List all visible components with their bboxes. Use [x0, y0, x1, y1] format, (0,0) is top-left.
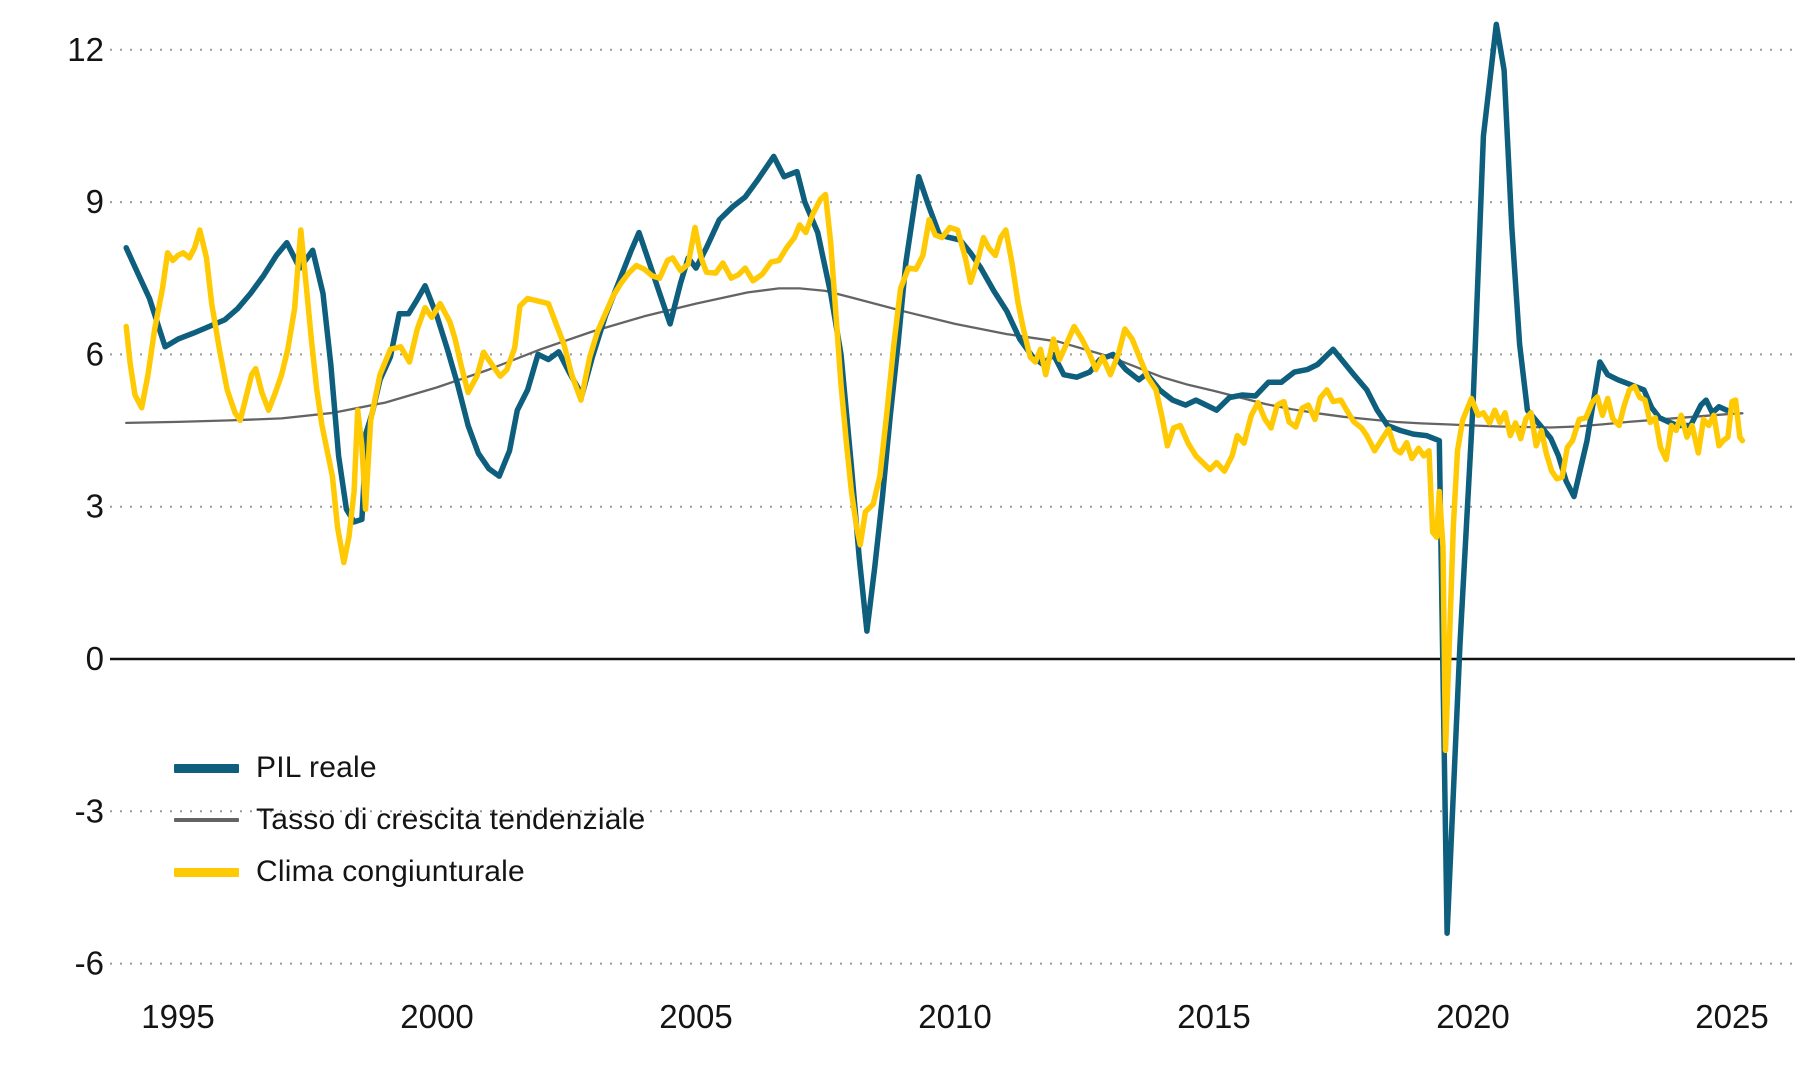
y-tick-label-3: 3	[86, 488, 104, 525]
legend-label-tendenziale: Tasso di crescita tendenziale	[256, 803, 646, 836]
chart-legend: PIL reale Tasso di crescita tendenziale …	[174, 742, 645, 898]
legend-item-pil-reale: PIL reale	[174, 742, 645, 794]
series-line-tasso-di-crescita-tendenziale	[125, 287, 1744, 429]
y-tick-label-0: 0	[86, 640, 104, 677]
y-tick-label-9: 9	[86, 183, 104, 220]
legend-swatch-clima	[174, 867, 239, 877]
legend-item-clima: Clima congiunturale	[174, 846, 645, 898]
series-line-pil-reale	[123, 21, 1730, 936]
legend-label-clima: Clima congiunturale	[256, 855, 525, 888]
x-tick-label-2015: 2015	[1177, 998, 1250, 1035]
series-line-clima-congiunturale	[123, 191, 1746, 754]
legend-label-pil-reale: PIL reale	[256, 751, 377, 784]
x-tick-label-2025: 2025	[1695, 998, 1768, 1035]
y-tick-label-6: 6	[86, 335, 104, 372]
x-tick-label-2010: 2010	[918, 998, 991, 1035]
x-tick-label-2005: 2005	[659, 998, 732, 1035]
y-tick-label--6: -6	[75, 945, 104, 982]
x-tick-label-2020: 2020	[1436, 998, 1509, 1035]
x-tick-label-2000: 2000	[400, 998, 473, 1035]
y-tick-label-12: 12	[67, 31, 104, 68]
legend-item-tendenziale: Tasso di crescita tendenziale	[174, 794, 645, 846]
x-tick-label-1995: 1995	[141, 998, 214, 1035]
legend-swatch-pil-reale	[174, 763, 239, 773]
y-tick-label--3: -3	[75, 792, 104, 829]
legend-swatch-tendenziale	[174, 818, 239, 822]
